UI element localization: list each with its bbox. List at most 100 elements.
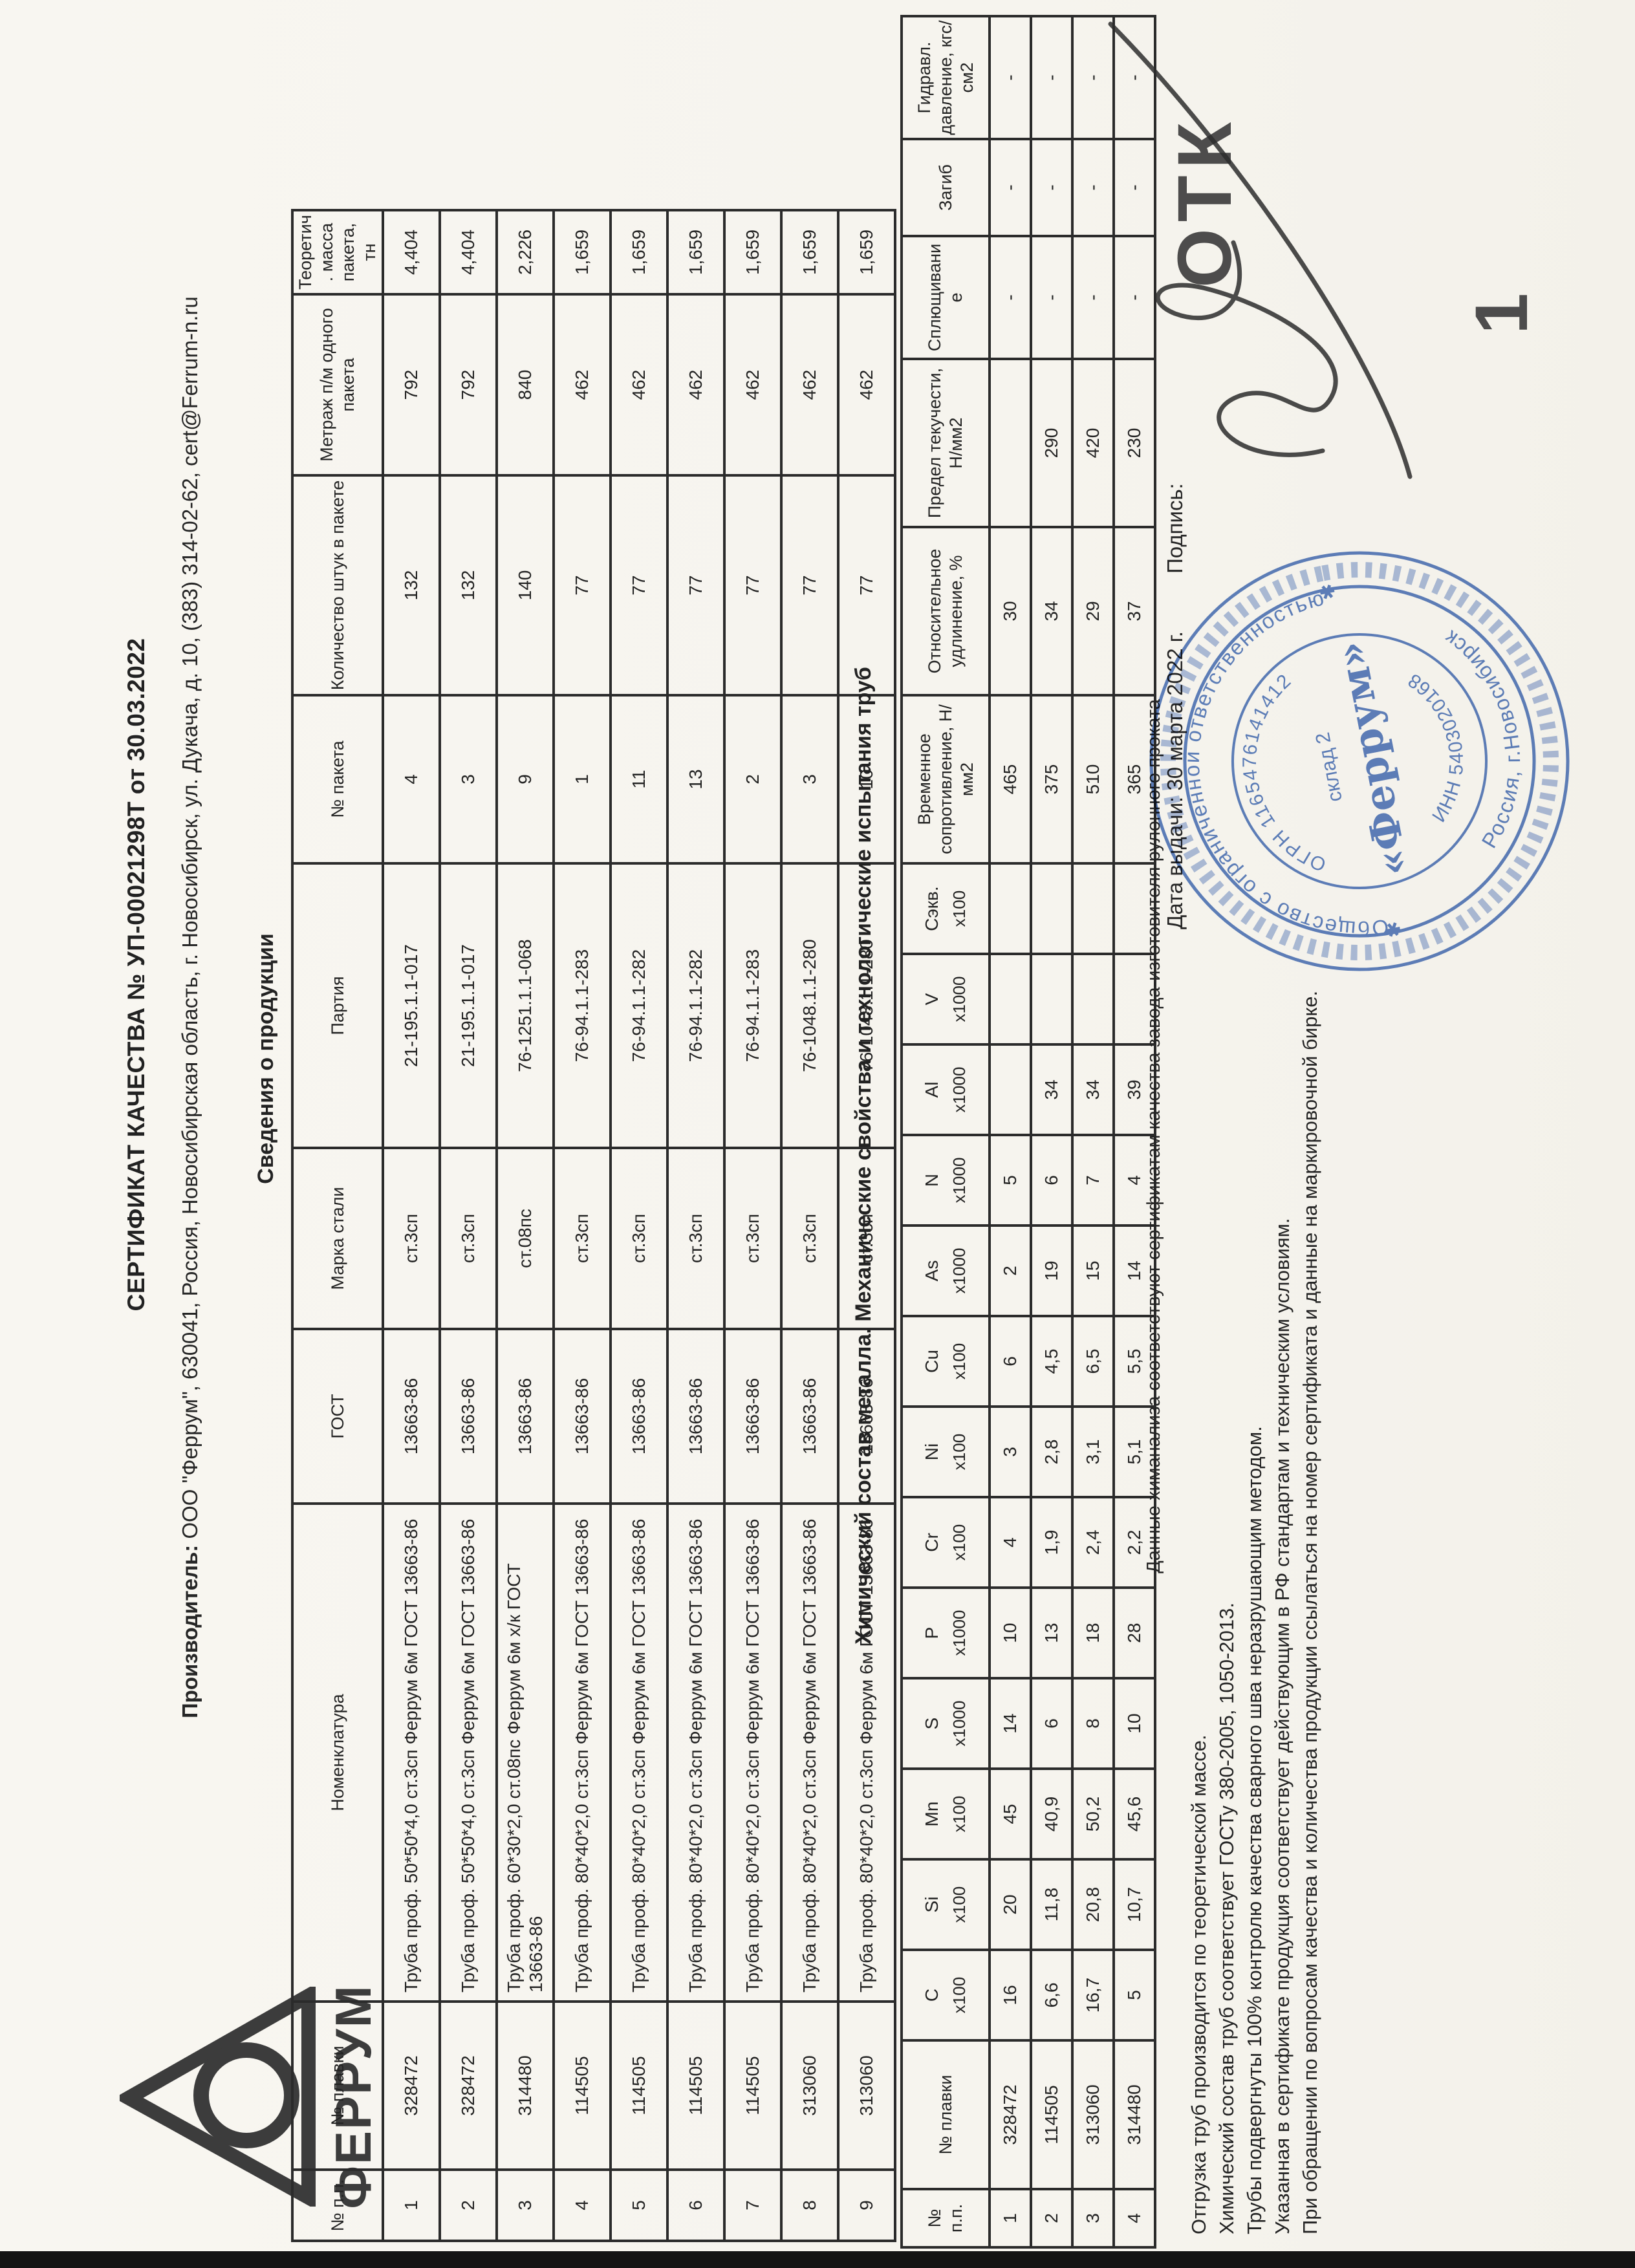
t1-cell-gost: 13663-86 (554, 1329, 611, 1504)
section-title-chemistry: Химический состав металла. Механические … (851, 667, 876, 1645)
t1-cell-name: Труба проф. 80*40*2,0 ст.3сп Феррум 6м Г… (724, 1504, 781, 2002)
t1-cell-steel: ст.08пс (497, 1148, 554, 1329)
t2-cell-cekv (990, 863, 1031, 954)
t1-cell-mass: 1,659 (554, 210, 611, 294)
t1-cell-mass: 2,226 (497, 210, 554, 294)
t2-cell-n: 7 (1072, 1135, 1114, 1226)
t1-cell-mass: 4,404 (440, 210, 497, 294)
t1-cell-meters: 462 (611, 294, 667, 475)
t1-header-num: № п.п. (292, 2170, 383, 2241)
t1-cell-pack: 11 (611, 695, 667, 863)
t2-cell-n: 5 (990, 1135, 1031, 1226)
t2-cell-ni: 3 (990, 1407, 1031, 1497)
t2-cell-num: 3 (1072, 2189, 1114, 2247)
t1-cell-meters: 462 (554, 294, 611, 475)
products-header-row: № п.п. № плавки Номенклатура ГОСТ Марка … (292, 210, 383, 2241)
t2-cell-s: 14 (990, 1678, 1031, 1769)
note-line: Трубы подвергнуты 100% контролю качества… (1243, 1426, 1266, 2234)
t1-cell-melt: 114505 (554, 2002, 611, 2170)
ferrum-logo-icon (114, 1983, 316, 2210)
t2-cell-al (990, 1044, 1031, 1135)
t2-header-flattening: Сплющивание (902, 236, 990, 359)
element-multiplier: x100 (949, 890, 969, 927)
t1-cell-meters: 792 (440, 294, 497, 475)
t2-cell-elongation: 34 (1031, 527, 1072, 695)
t1-cell-qty: 132 (383, 475, 440, 695)
t2-header-element: Ni x100 (902, 1407, 990, 1497)
t1-header-gost: ГОСТ (292, 1329, 383, 1504)
products-table-row: 8 313060 Труба проф. 80*40*2,0 ст.3сп Фе… (781, 210, 838, 2241)
notes-list: Отгрузка труб производится по теоретичес… (1185, 941, 1324, 2234)
element-multiplier: x100 (949, 1524, 969, 1561)
note-line: Химический состав труб соответствует ГОС… (1215, 1603, 1238, 2234)
stamp-company-name: «Феррум» (1326, 638, 1419, 880)
t1-cell-meters: 462 (667, 294, 724, 475)
t1-cell-qty: 77 (724, 475, 781, 695)
t2-cell-flattening: - (1031, 236, 1072, 359)
t1-cell-meters: 840 (497, 294, 554, 475)
t1-cell-meters: 462 (781, 294, 838, 475)
t2-cell-c: 16 (990, 1950, 1031, 2040)
t2-header-element: Сэкв. x100 (902, 863, 990, 954)
element-multiplier: x100 (949, 1886, 969, 1923)
t2-header-element: Al x1000 (902, 1044, 990, 1135)
t1-cell-mass: 1,659 (724, 210, 781, 294)
t2-cell-s: 8 (1072, 1678, 1114, 1769)
t1-cell-qty: 132 (440, 475, 497, 695)
t1-cell-qty: 77 (554, 475, 611, 695)
note-line: При обращении по вопросам качества и кол… (1299, 990, 1321, 2234)
signature-label: Подпись: (1163, 483, 1187, 574)
t1-cell-pack: 9 (497, 695, 554, 863)
t2-cell-cekv (1072, 863, 1114, 954)
t2-cell-yield: 290 (1031, 359, 1072, 527)
t2-cell-si: 20,8 (1072, 1859, 1114, 1950)
t2-cell-al: 34 (1031, 1044, 1072, 1135)
t2-header-element: Si x100 (902, 1859, 990, 1950)
t2-cell-mn: 50,2 (1072, 1769, 1114, 1859)
t2-cell-mn: 40,9 (1031, 1769, 1072, 1859)
t1-cell-mass: 1,659 (611, 210, 667, 294)
t2-cell-tensile: 375 (1031, 695, 1072, 863)
certificate-title: СЕРТИФИКАТ КАЧЕСТВА № УП-00021298Т от 30… (123, 638, 149, 1312)
element-symbol: Si (922, 1896, 942, 1913)
element-multiplier: x100 (949, 1343, 969, 1380)
t2-cell-as: 19 (1031, 1226, 1072, 1316)
stamp-warehouse: склад 2 (1311, 731, 1347, 804)
t1-cell-name: Труба проф. 80*40*2,0 ст.3сп Феррум 6м Г… (781, 1504, 838, 2002)
t2-header-element: C x100 (902, 1950, 990, 2040)
t2-cell-cu: 6 (990, 1316, 1031, 1407)
products-table: № п.п. № плавки Номенклатура ГОСТ Марка … (291, 209, 896, 2242)
products-table-row: 1 328472 Труба проф. 50*50*4,0 ст.3сп Фе… (383, 210, 440, 2241)
t2-cell-num: 2 (1031, 2189, 1072, 2247)
t1-header-qty: Количество штук в пакете (292, 475, 383, 695)
element-multiplier: x100 (949, 1433, 969, 1471)
t1-cell-qty: 140 (497, 475, 554, 695)
t2-cell-as: 15 (1072, 1226, 1114, 1316)
t1-cell-name: Труба проф. 80*40*2,0 ст.3сп Феррум 6м Г… (667, 1504, 724, 2002)
t1-cell-pack: 4 (383, 695, 440, 863)
t2-header-tensile: Временное сопротивление, Н/мм2 (902, 695, 990, 863)
t1-cell-pack: 1 (554, 695, 611, 863)
t1-cell-num: 7 (724, 2170, 781, 2241)
t1-cell-steel: ст.3сп (781, 1148, 838, 1329)
t1-header-name: Номенклатура (292, 1504, 383, 2002)
element-symbol: Mn (922, 1801, 942, 1827)
t2-cell-cr: 4 (990, 1497, 1031, 1588)
element-symbol: Ni (922, 1443, 942, 1461)
element-multiplier: x100 (949, 1795, 969, 1833)
t2-cell-flattening: - (990, 236, 1031, 359)
chemistry-table-row: 1 328472 16 20 45 14 10 4 3 6 2 5 465 (990, 16, 1031, 2247)
t2-cell-v (1072, 954, 1114, 1044)
t1-cell-mass: 1,659 (781, 210, 838, 294)
t1-cell-qty: 77 (611, 475, 667, 695)
t1-cell-qty: 77 (781, 475, 838, 695)
t1-header-melt: № плавки (292, 2002, 383, 2170)
t1-cell-batch: 76-94.1.1-283 (554, 863, 611, 1148)
t1-cell-name: Труба проф. 80*40*2,0 ст.3сп Феррум 6м Г… (554, 1504, 611, 2002)
t2-cell-tensile: 510 (1072, 695, 1114, 863)
t1-cell-melt: 328472 (383, 2002, 440, 2170)
t1-cell-batch: 76-94.1.1-282 (611, 863, 667, 1148)
t2-header-elongation: Относительное удлинение, % (902, 527, 990, 695)
t2-cell-cu: 4,5 (1031, 1316, 1072, 1407)
